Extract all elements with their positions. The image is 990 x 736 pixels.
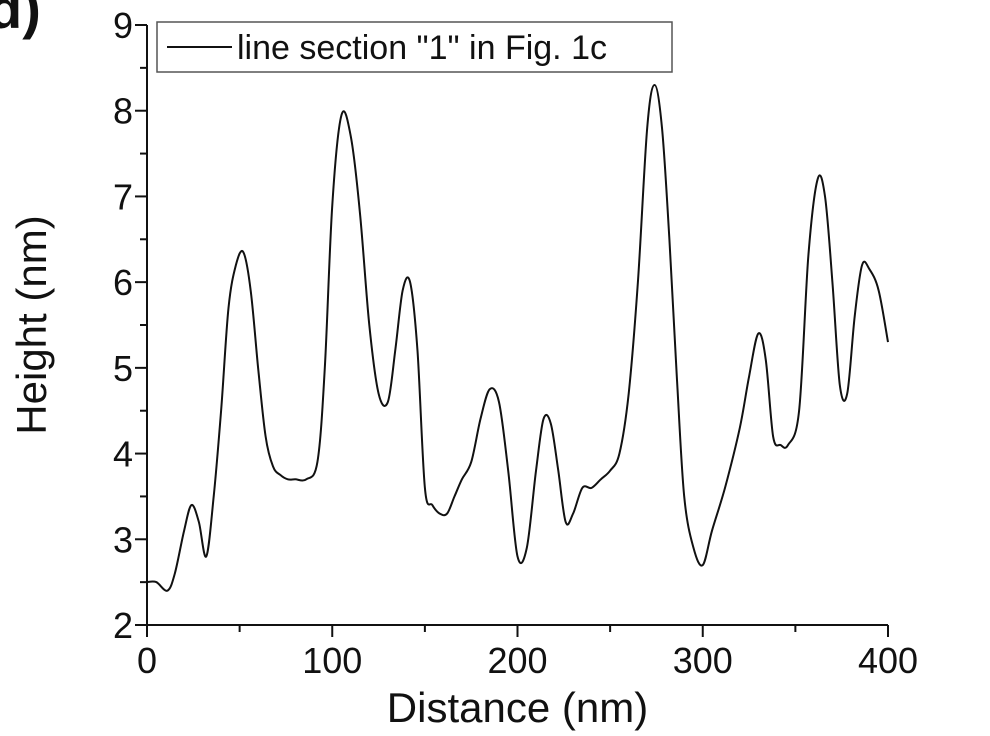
x-tick-label: 300 — [673, 640, 733, 681]
y-tick-label: 2 — [113, 605, 133, 646]
axes — [146, 25, 888, 626]
x-tick-label: 200 — [487, 640, 547, 681]
x-tick-label: 0 — [137, 640, 157, 681]
series-line — [146, 83, 889, 592]
y-axis-label: Height (nm) — [8, 215, 55, 434]
y-tick-label: 7 — [113, 176, 133, 217]
y-tick-label: 6 — [113, 262, 133, 303]
y-tick-label: 4 — [113, 434, 133, 475]
legend-box — [156, 21, 673, 73]
legend-entry: line section "1" in Fig. 1c — [237, 29, 607, 67]
y-tick-label: 9 — [113, 5, 133, 46]
x-axis-label: Distance (nm) — [387, 684, 648, 731]
y-tick-label: 8 — [113, 91, 133, 132]
x-tick-label: 400 — [858, 640, 918, 681]
y-axis-ticks: 2 3 4 5 6 7 8 9 — [113, 5, 147, 646]
y-tick-label: 3 — [113, 519, 133, 560]
panel-label: d) — [0, 0, 41, 40]
legend: line section "1" in Fig. 1c — [156, 21, 673, 73]
y-tick-label: 5 — [113, 348, 133, 389]
x-tick-label: 100 — [302, 640, 362, 681]
x-axis-ticks: 0 100 200 300 400 — [137, 625, 918, 681]
